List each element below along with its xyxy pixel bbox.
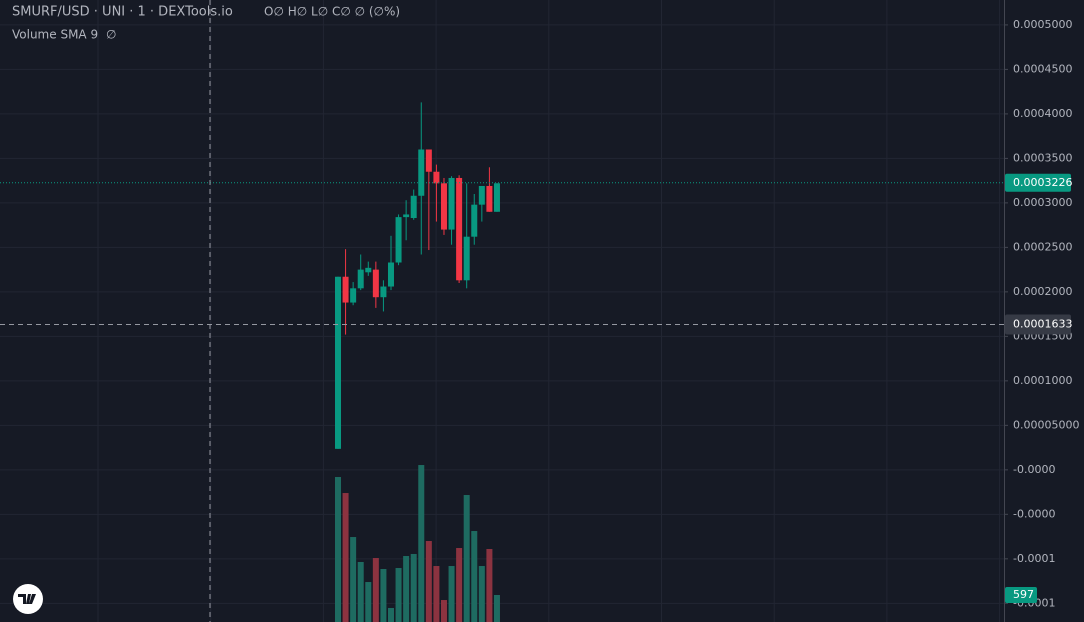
candle-body (357, 269, 364, 289)
volume-bar (486, 549, 493, 622)
y-tick-label: 0.0003000 (1013, 196, 1073, 209)
volume-bar (478, 566, 485, 622)
candle-body (395, 217, 402, 263)
volume-bar (395, 568, 402, 622)
volume-bar (433, 566, 440, 622)
volume-bar (463, 495, 470, 622)
y-tick-label: 0.0002500 (1013, 240, 1073, 253)
y-tick-label: 0.0001000 (1013, 374, 1073, 387)
candle-body (403, 214, 410, 218)
crosshair-tag (1005, 314, 1071, 335)
volume-bar (387, 607, 394, 622)
candle-body (418, 149, 425, 196)
candle-body (463, 236, 470, 281)
candle-body (486, 185, 493, 212)
volume-bar (440, 600, 447, 622)
volume-bar (410, 553, 417, 622)
candle-body (372, 269, 379, 298)
volume-bar (418, 465, 425, 622)
volume-bar (471, 531, 478, 622)
chart-title: SMURF/USD · UNI · 1 · DEXTools.io (12, 5, 233, 20)
candle-body (440, 183, 447, 230)
last-volume-tag (1005, 587, 1037, 604)
indicator-value: ∅ (106, 28, 116, 42)
last-price-label: 0.0003226 (1013, 176, 1073, 189)
candle-body (387, 262, 394, 287)
volume-bar (403, 556, 410, 622)
candle-body (425, 149, 432, 172)
vertical-grid (97, 0, 1001, 622)
y-tick-label: 0.0003500 (1013, 151, 1073, 164)
candle-body (456, 177, 463, 281)
candle-body (342, 276, 349, 303)
y-tick-label: 0.0004000 (1013, 107, 1073, 120)
y-tick-label: -0.0000 (1013, 507, 1055, 520)
logo[interactable] (13, 584, 43, 614)
volume-bar (372, 558, 379, 622)
y-tick-label: 0.0005000 (1013, 18, 1073, 31)
candle-body (493, 183, 500, 212)
candle-body (471, 204, 478, 237)
volume-bar (365, 582, 372, 622)
volume-bar (493, 595, 500, 622)
plot (0, 0, 1004, 622)
candle-body (410, 195, 417, 219)
volume-bar (335, 477, 341, 622)
volume-bar (425, 541, 432, 622)
logo-mark[interactable] (18, 594, 36, 604)
y-tick-label: 0.0004500 (1013, 62, 1073, 75)
y-tick-label: -0.0001 (1013, 552, 1055, 565)
volume-bar (350, 537, 357, 622)
volume-bar (448, 566, 455, 622)
candle-body (478, 185, 485, 205)
indicator-name: Volume SMA 9 (12, 28, 98, 42)
candle-body (365, 267, 372, 273)
y-tick-label: 0.0002000 (1013, 285, 1073, 298)
volume-bar (357, 561, 364, 622)
y-tick-label: 0.00005000 (1013, 418, 1079, 431)
candle-body (433, 171, 440, 184)
volume-bar (342, 493, 349, 622)
candle-body (380, 286, 387, 298)
y-tick-label: -0.0000 (1013, 463, 1055, 476)
candle-body (448, 177, 455, 230)
candle-body (335, 276, 341, 449)
candle-body (350, 288, 357, 303)
crosshair-label: 0.0001633 (1013, 318, 1073, 331)
volume-bar (380, 568, 387, 622)
volume-bar (456, 548, 463, 622)
last-price-tag (1005, 173, 1071, 192)
ohlc-legend: O∅ H∅ L∅ C∅ ∅ (∅%) (264, 5, 400, 19)
last-volume-label: 597 (1013, 588, 1034, 601)
